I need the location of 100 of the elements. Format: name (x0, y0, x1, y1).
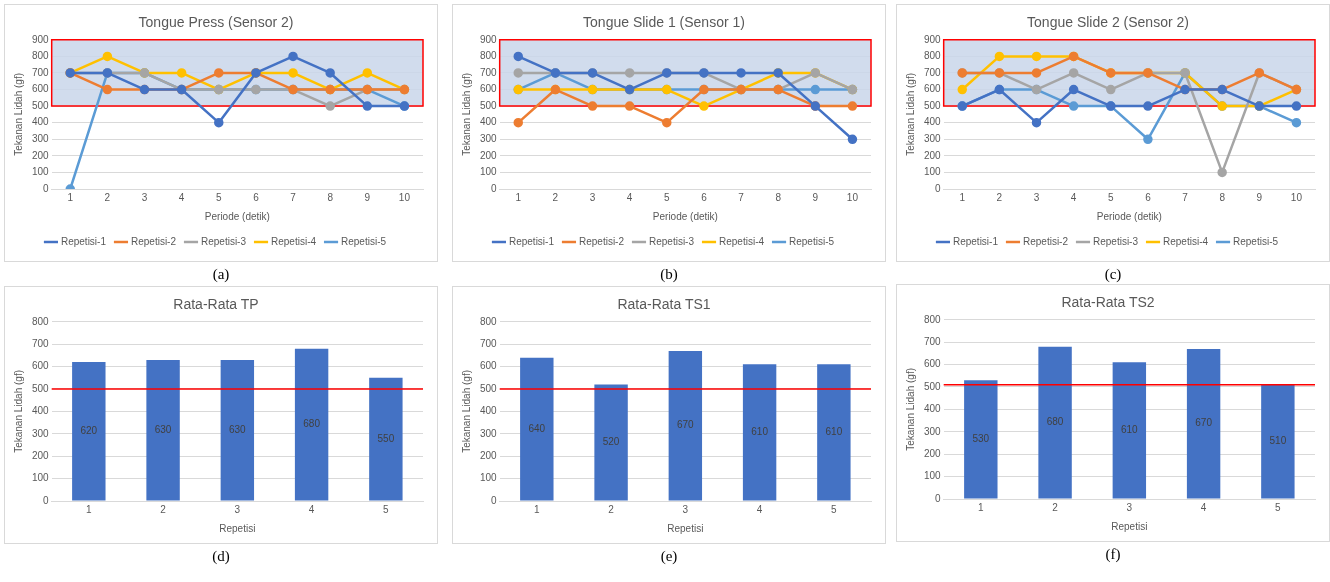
x-tick-label: 1 (959, 191, 966, 203)
point (624, 101, 635, 111)
point (1068, 68, 1079, 78)
y-tick-label: 300 (480, 133, 498, 145)
x-tick-label: 8 (1219, 191, 1226, 203)
y-tick-label: 0 (935, 182, 942, 194)
y-tick-label: 100 (924, 166, 942, 178)
point (1291, 117, 1302, 128)
text: (a) (211, 266, 231, 283)
chart-title: Rata-Rata TP (173, 296, 259, 313)
y-tick-label: 800 (480, 315, 498, 327)
point (1068, 84, 1079, 95)
x-tick-label: 9 (812, 191, 819, 203)
x-axis-title: Periode (detik) (652, 210, 718, 222)
legend-label: Repetisi-2 (130, 235, 177, 247)
legend-label: Repetisi-2 (578, 235, 625, 247)
y-tick-label: 600 (480, 83, 498, 95)
x-tick-label: 1 (534, 503, 541, 515)
x-tick-label: 9 (364, 191, 371, 203)
y-tick-label: 100 (32, 166, 50, 178)
y-tick-label: 700 (924, 66, 942, 78)
legend-label: Repetisi-5 (789, 235, 835, 247)
bar (817, 364, 851, 501)
text: (f) (1104, 546, 1122, 563)
x-tick-label: 2 (608, 503, 615, 515)
bar (520, 357, 554, 501)
point (325, 68, 335, 78)
data-label: 670 (1195, 417, 1213, 429)
x-tick-label: 2 (1052, 501, 1059, 513)
y-tick-label: 600 (32, 360, 50, 372)
x-tick-label: 1 (978, 501, 985, 513)
point (102, 84, 113, 95)
y-axis-title: Tekanan Lidah (gf) (904, 72, 916, 156)
legend-label: Repetisi-3 (200, 235, 247, 247)
y-tick-label: 400 (480, 116, 498, 128)
y-tick-label: 900 (480, 33, 498, 45)
x-tick-label: 7 (1182, 191, 1189, 203)
bar (594, 384, 628, 501)
y-tick-label: 500 (480, 382, 498, 394)
x-tick-label: 4 (308, 503, 315, 515)
point (214, 68, 224, 78)
y-tick-label: 200 (924, 447, 942, 459)
point (1031, 51, 1042, 62)
x-tick-label: 4 (1070, 191, 1077, 203)
y-tick-label: 500 (924, 380, 942, 392)
y-tick-label: 600 (32, 83, 50, 95)
point (699, 101, 709, 111)
y-tick-label: 800 (924, 313, 942, 325)
point (325, 101, 335, 111)
point (1143, 101, 1153, 111)
point (288, 51, 298, 62)
y-tick-label: 800 (480, 50, 498, 62)
x-axis-title: Periode (detik) (204, 210, 270, 222)
x-tick-label: 4 (178, 191, 185, 203)
point (847, 134, 858, 145)
y-tick-label: 800 (32, 315, 50, 327)
x-tick-label: 3 (682, 503, 689, 515)
y-tick-label: 500 (32, 382, 50, 394)
bar (668, 350, 703, 501)
legend-label: Repetisi-5 (1233, 235, 1279, 247)
x-tick-label: 5 (1275, 501, 1282, 513)
y-tick-label: 0 (491, 182, 498, 194)
x-tick-label: 10 (398, 191, 411, 203)
bar (146, 359, 180, 501)
bar (369, 377, 403, 501)
x-tick-label: 8 (327, 191, 334, 203)
data-label: 640 (528, 422, 546, 434)
data-label: 520 (602, 436, 620, 448)
legend-label: Repetisi-1 (952, 235, 999, 247)
y-tick-label: 700 (32, 337, 50, 349)
data-label: 610 (825, 426, 843, 438)
y-axis-title: Tekanan Lidah (gf) (12, 369, 24, 453)
y-tick-label: 100 (480, 166, 498, 178)
y-tick-label: 0 (43, 494, 50, 506)
point (957, 84, 967, 95)
point (662, 117, 672, 128)
x-axis-title: Repetisi (219, 522, 256, 534)
y-tick-label: 300 (32, 133, 50, 145)
x-tick-label: 2 (996, 191, 1003, 203)
y-tick-label: 900 (32, 33, 50, 45)
point (1217, 167, 1227, 178)
data-label: 630 (229, 423, 247, 435)
bar (72, 362, 106, 501)
y-axis-title: Tekanan Lidah (gf) (12, 72, 24, 156)
y-tick-label: 800 (32, 50, 50, 62)
x-tick-label: 6 (253, 191, 260, 203)
y-tick-label: 300 (924, 133, 942, 145)
point (810, 84, 821, 95)
point (1143, 134, 1153, 145)
y-tick-label: 400 (924, 403, 942, 415)
x-tick-label: 5 (1108, 191, 1114, 203)
bar (1112, 362, 1147, 499)
x-tick-label: 5 (831, 503, 838, 515)
point (994, 51, 1005, 62)
y-tick-label: 300 (32, 427, 50, 439)
legend-label: Repetisi-4 (719, 235, 765, 247)
y-tick-label: 700 (480, 66, 498, 78)
point (1291, 101, 1302, 111)
x-axis-title: Repetisi (667, 522, 704, 534)
x-tick-label: 6 (701, 191, 708, 203)
